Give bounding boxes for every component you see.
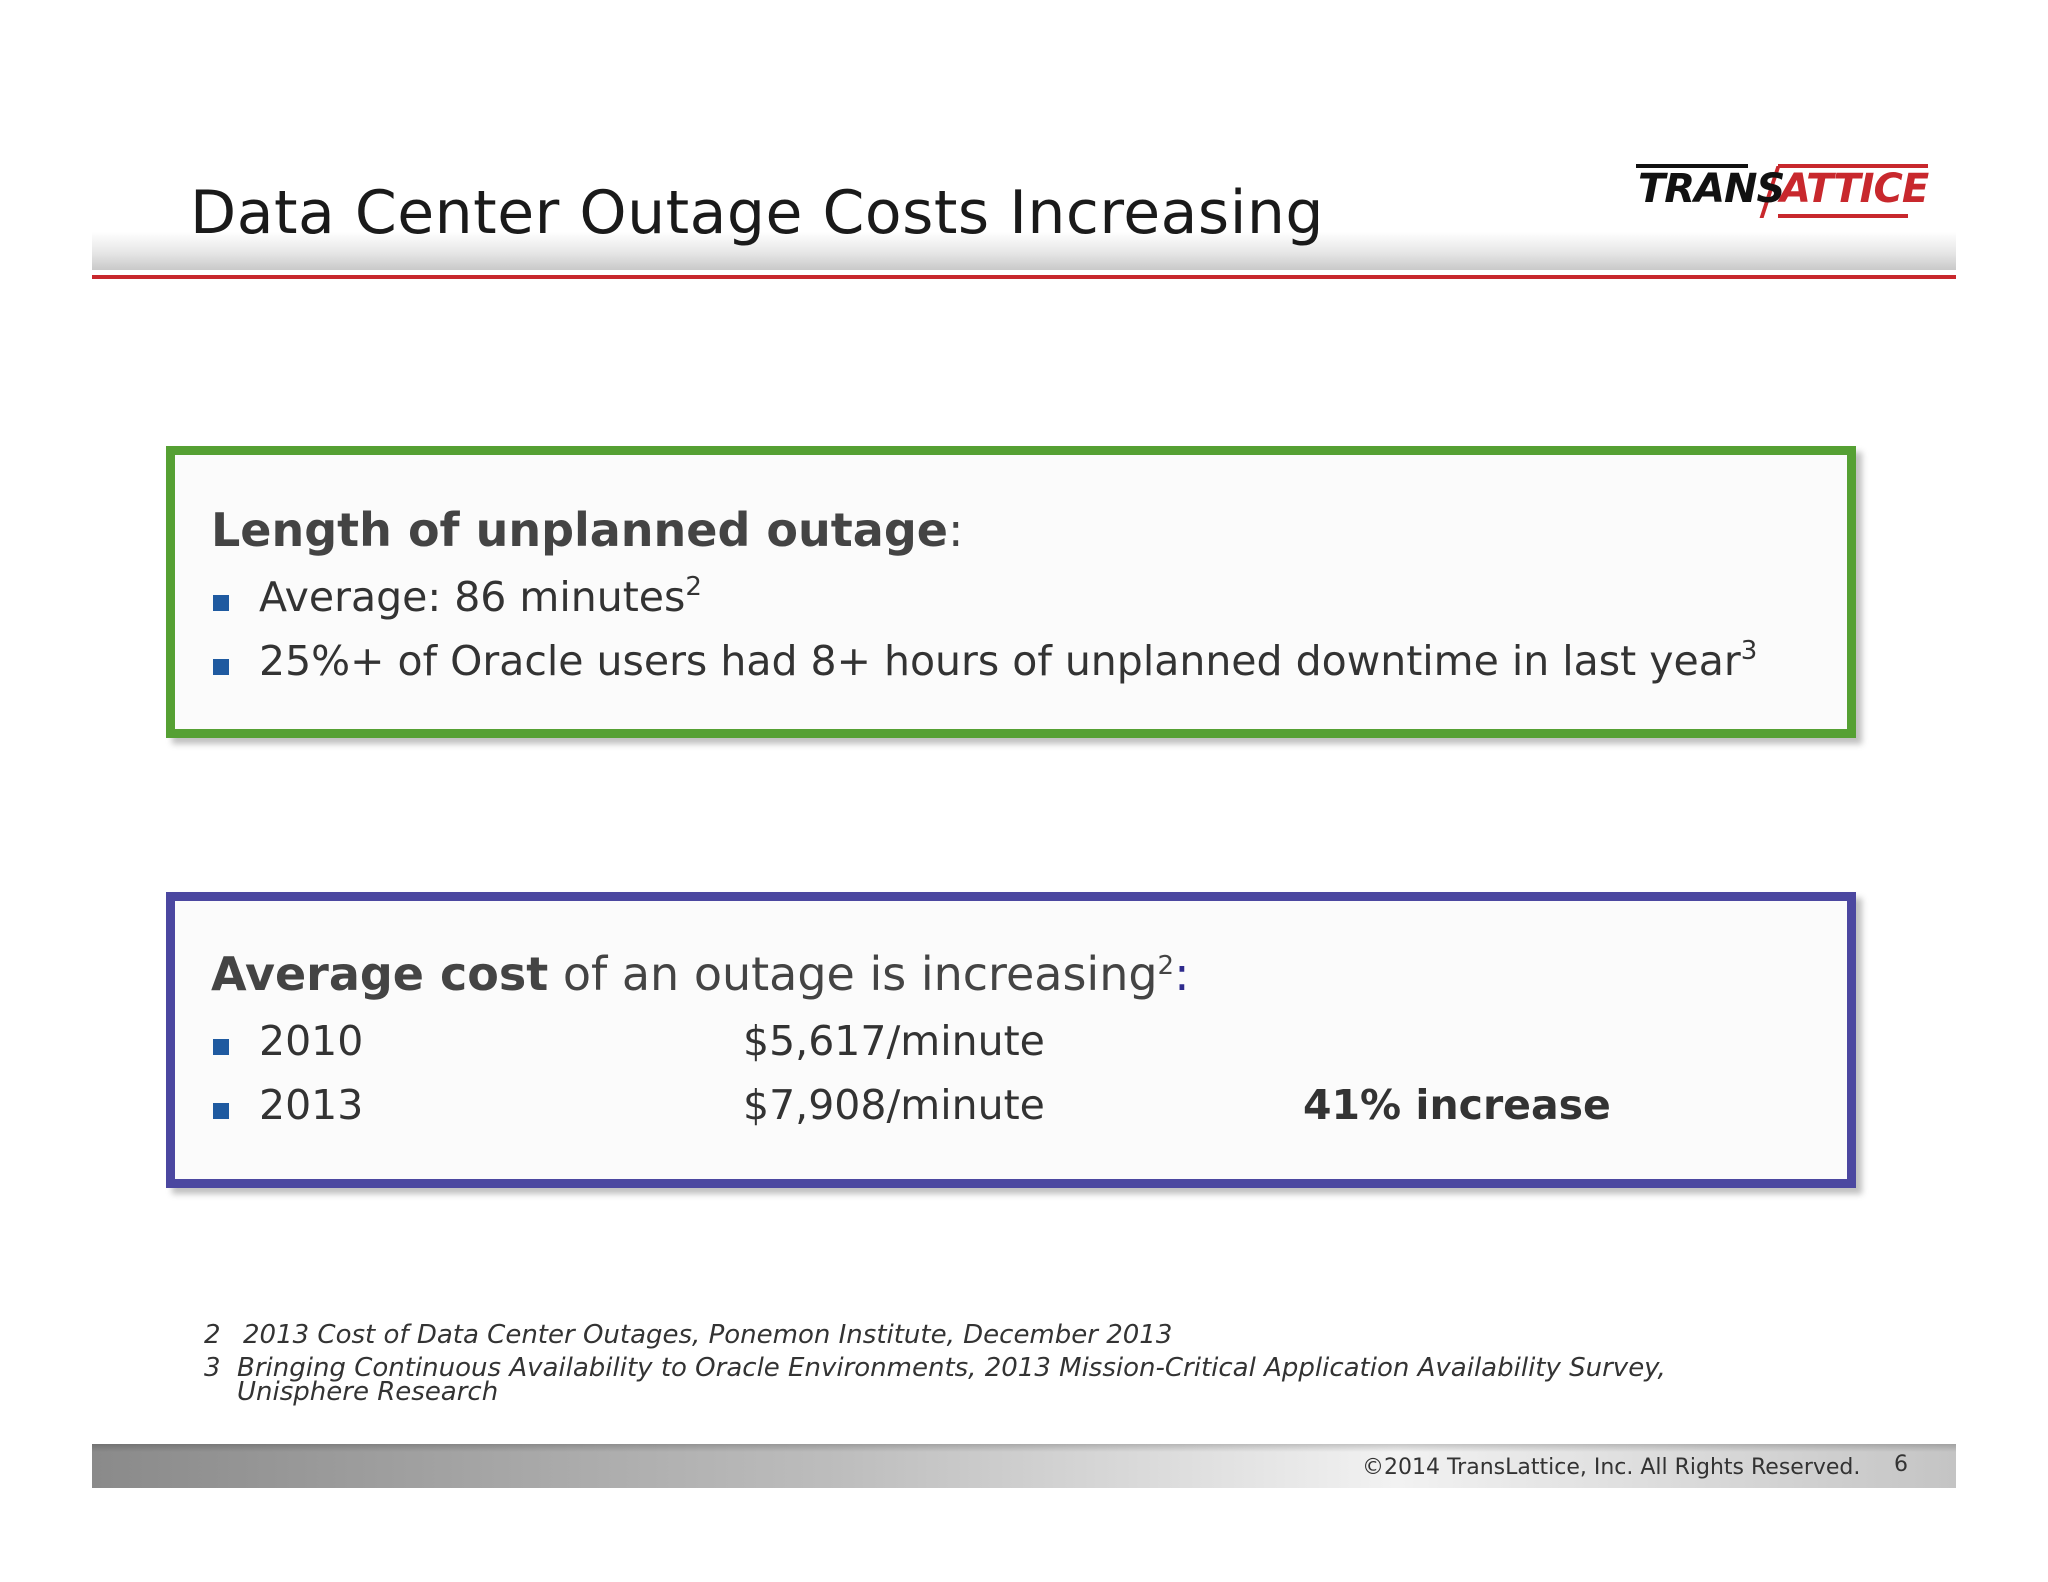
bullet-square-icon xyxy=(213,659,229,675)
page-number: 6 xyxy=(1894,1452,1908,1477)
footnote-ref: 2 xyxy=(685,572,702,602)
footer-bar xyxy=(92,1444,1956,1488)
footnote-number: 3 xyxy=(204,1353,221,1383)
bullet-square-icon xyxy=(213,1039,229,1055)
row-year: 2013 xyxy=(259,1081,364,1129)
average-cost-heading-rest: of an outage is increasing xyxy=(548,947,1158,1001)
footnote-ref: 2 xyxy=(1157,951,1175,981)
bullet-oracle-downtime: 25%+ of Oracle users had 8+ hours of unp… xyxy=(259,637,1757,685)
outage-length-box: Length of unplanned outage: Average: 86 … xyxy=(166,446,1856,738)
heading-colon: : xyxy=(947,503,964,557)
footnote-text: Bringing Continuous Availability to Orac… xyxy=(237,1353,1666,1383)
header-band xyxy=(92,185,1956,270)
bullet-text: 25%+ of Oracle users had 8+ hours of unp… xyxy=(259,637,1741,685)
logo-text-lattice: ATTICE xyxy=(1780,166,1929,212)
heading-colon: : xyxy=(1174,947,1190,1001)
bullet-square-icon xyxy=(213,595,229,611)
average-cost-heading-bold: Average cost xyxy=(211,947,549,1001)
average-cost-heading: Average cost of an outage is increasing2… xyxy=(211,947,1190,1001)
slide-title: Data Center Outage Costs Increasing xyxy=(190,178,1324,248)
footnote-text-continued: Unisphere Research xyxy=(237,1377,499,1407)
logo-line xyxy=(1778,164,1928,168)
footnote-number: 2 xyxy=(204,1320,221,1350)
header-rule xyxy=(92,275,1956,279)
outage-length-heading: Length of unplanned outage: xyxy=(211,503,963,557)
translattice-logo: TRANS ATTICE xyxy=(1632,158,1932,228)
copyright-text: ©2014 TransLattice, Inc. All Rights Rese… xyxy=(1362,1455,1861,1480)
row-cost: $5,617/minute xyxy=(743,1017,1045,1065)
outage-length-heading-bold: Length of unplanned outage xyxy=(211,503,948,557)
bullet-text: Average: 86 minutes xyxy=(259,573,686,621)
logo-line xyxy=(1778,214,1908,218)
logo-text-trans: TRANS xyxy=(1638,166,1785,212)
average-cost-box: Average cost of an outage is increasing2… xyxy=(166,892,1856,1188)
bullet-average-minutes: Average: 86 minutes2 xyxy=(259,573,702,621)
row-year: 2010 xyxy=(259,1017,364,1065)
row-cost: $7,908/minute xyxy=(743,1081,1045,1129)
bullet-square-icon xyxy=(213,1103,229,1119)
logo-line xyxy=(1636,164,1748,168)
footnote-ref: 3 xyxy=(1740,636,1758,666)
footnote-text: 2013 Cost of Data Center Outages, Ponemo… xyxy=(243,1320,1173,1350)
increase-note: 41% increase xyxy=(1303,1081,1611,1129)
